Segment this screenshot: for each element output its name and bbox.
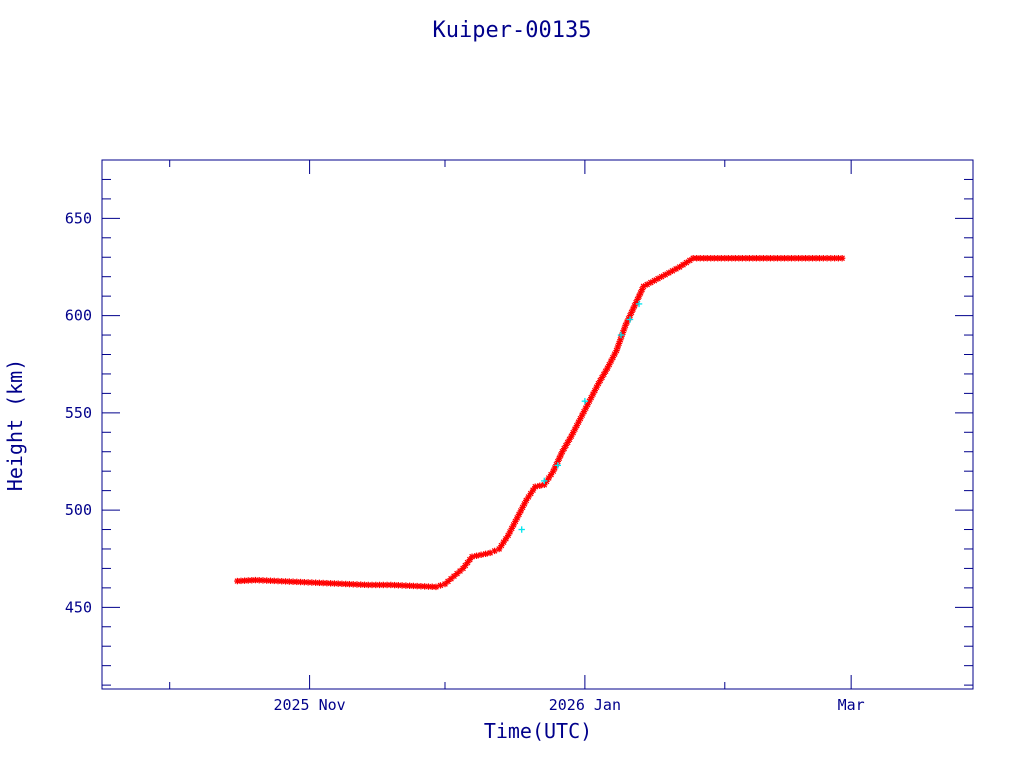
y-tick-label: 600 (65, 307, 92, 325)
data-point (617, 331, 625, 339)
data-point (545, 474, 552, 482)
data-point (462, 562, 469, 569)
data-points (234, 255, 846, 591)
y-tick-label: 550 (65, 404, 92, 422)
data-point (473, 552, 480, 559)
x-axis: 2025 Nov 2026 Jan Mar (169, 160, 865, 714)
data-point (525, 493, 532, 501)
data-point (532, 483, 539, 490)
data-point (529, 486, 537, 494)
x-tick-label: 2026 Jan (549, 696, 621, 714)
data-point (502, 535, 510, 542)
data-point (683, 259, 690, 266)
data-point (635, 300, 643, 308)
data-point (441, 580, 449, 588)
data-point (589, 390, 597, 398)
data-point (658, 273, 665, 280)
data-point (523, 497, 530, 504)
data-point (541, 477, 548, 485)
data-point (536, 482, 543, 489)
data-point (640, 283, 647, 290)
data-point (495, 545, 503, 553)
y-axis-title: Height (km) (3, 359, 27, 491)
data-point (581, 397, 589, 405)
data-point (541, 481, 548, 488)
plot-frame (101, 159, 974, 690)
data-point (477, 551, 485, 559)
data-point (637, 289, 644, 297)
data-point (500, 538, 507, 546)
data-point (468, 553, 476, 560)
y-tick-label: 500 (65, 501, 92, 519)
y-axis: 450 500 550 600 650 (65, 159, 973, 686)
data-point (626, 316, 634, 323)
data-point (547, 471, 555, 478)
x-axis-title: Time(UTC) (484, 719, 592, 743)
data-point (518, 526, 525, 533)
data-point (527, 490, 534, 497)
y-tick-label: 450 (65, 598, 92, 616)
x-tick-label: Mar (838, 696, 865, 714)
chart-title: Kuiper-00135 (433, 18, 592, 43)
data-point (498, 542, 505, 549)
data-point (676, 263, 683, 271)
x-tick-label: 2025 Nov (273, 696, 345, 714)
data-point (554, 462, 562, 469)
y-tick-label: 650 (65, 209, 92, 227)
data-point (838, 255, 846, 262)
data-point (482, 550, 489, 558)
